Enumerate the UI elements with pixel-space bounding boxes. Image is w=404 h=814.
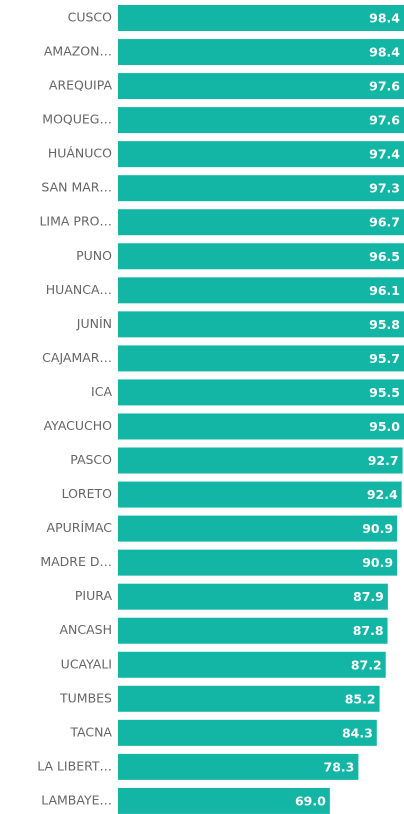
bar bbox=[118, 243, 404, 270]
value-label: 95.8 bbox=[369, 317, 400, 332]
bar bbox=[118, 787, 330, 814]
value-label: 96.1 bbox=[369, 283, 400, 298]
value-label: 90.9 bbox=[362, 521, 393, 536]
bar bbox=[118, 379, 404, 406]
category-label: TUMBES bbox=[59, 690, 112, 705]
value-label: 95.7 bbox=[369, 351, 400, 366]
category-label: PUNO bbox=[76, 248, 112, 263]
category-label: AMAZON… bbox=[44, 44, 112, 59]
category-label: LORETO bbox=[62, 486, 113, 501]
category-label: LIMA PRO… bbox=[39, 214, 112, 229]
value-label: 92.7 bbox=[368, 453, 399, 468]
category-label: CUSCO bbox=[68, 10, 113, 25]
bar bbox=[118, 141, 404, 168]
value-label: 97.6 bbox=[369, 79, 400, 94]
category-label: JUNÍN bbox=[76, 316, 112, 331]
value-label: 69.0 bbox=[295, 793, 326, 808]
value-label: 97.3 bbox=[369, 181, 400, 196]
bar bbox=[118, 753, 359, 780]
bar bbox=[118, 73, 404, 100]
bar bbox=[118, 685, 380, 712]
value-label: 87.2 bbox=[351, 657, 382, 672]
category-label: UCAYALI bbox=[61, 656, 112, 671]
value-label: 87.9 bbox=[353, 589, 384, 604]
bar bbox=[118, 345, 404, 372]
category-label: PIURA bbox=[75, 588, 113, 603]
bar bbox=[118, 311, 404, 338]
category-label: TACNA bbox=[69, 724, 112, 739]
category-label: MADRE D… bbox=[40, 554, 112, 569]
bar bbox=[118, 209, 404, 236]
bar bbox=[118, 515, 398, 542]
value-label: 92.4 bbox=[367, 487, 398, 502]
bar bbox=[118, 107, 404, 134]
bar bbox=[118, 5, 404, 31]
value-label: 95.5 bbox=[369, 385, 400, 400]
bar bbox=[118, 175, 404, 202]
category-label: ICA bbox=[91, 384, 112, 399]
value-label: 85.2 bbox=[345, 691, 376, 706]
category-label: SAN MAR… bbox=[41, 180, 112, 195]
value-label: 95.0 bbox=[369, 419, 400, 434]
bar bbox=[118, 583, 388, 610]
value-label: 98.4 bbox=[369, 11, 400, 26]
value-label: 84.3 bbox=[342, 725, 373, 740]
value-label: 96.7 bbox=[369, 215, 400, 230]
category-label: HUANCA… bbox=[46, 282, 112, 297]
bar bbox=[118, 277, 404, 304]
bar bbox=[118, 447, 403, 474]
category-label: HUÁNUCO bbox=[48, 146, 112, 161]
bar bbox=[118, 617, 388, 644]
value-label: 96.5 bbox=[369, 249, 400, 264]
bar bbox=[118, 39, 404, 66]
value-label: 78.3 bbox=[324, 759, 355, 774]
bar bbox=[118, 481, 402, 508]
bar bbox=[118, 549, 398, 576]
bar bbox=[118, 651, 386, 678]
category-label: LA LIBERT… bbox=[37, 758, 112, 773]
category-label: APURÍMAC bbox=[47, 520, 113, 535]
category-label: LAMBAYE… bbox=[41, 792, 112, 807]
value-label: 87.8 bbox=[353, 623, 384, 638]
category-label: ANCASH bbox=[59, 622, 112, 637]
value-label: 90.9 bbox=[362, 555, 393, 570]
category-label: AREQUIPA bbox=[49, 78, 113, 93]
bar bbox=[118, 413, 404, 440]
category-label: MOQUEG… bbox=[42, 112, 112, 127]
value-label: 97.4 bbox=[369, 147, 400, 162]
category-label: CAJAMAR… bbox=[42, 350, 112, 365]
category-label: AYACUCHO bbox=[44, 418, 113, 433]
category-label: PASCO bbox=[70, 452, 112, 467]
value-label: 98.4 bbox=[369, 45, 400, 60]
value-label: 97.6 bbox=[369, 113, 400, 128]
bar bbox=[118, 719, 377, 746]
